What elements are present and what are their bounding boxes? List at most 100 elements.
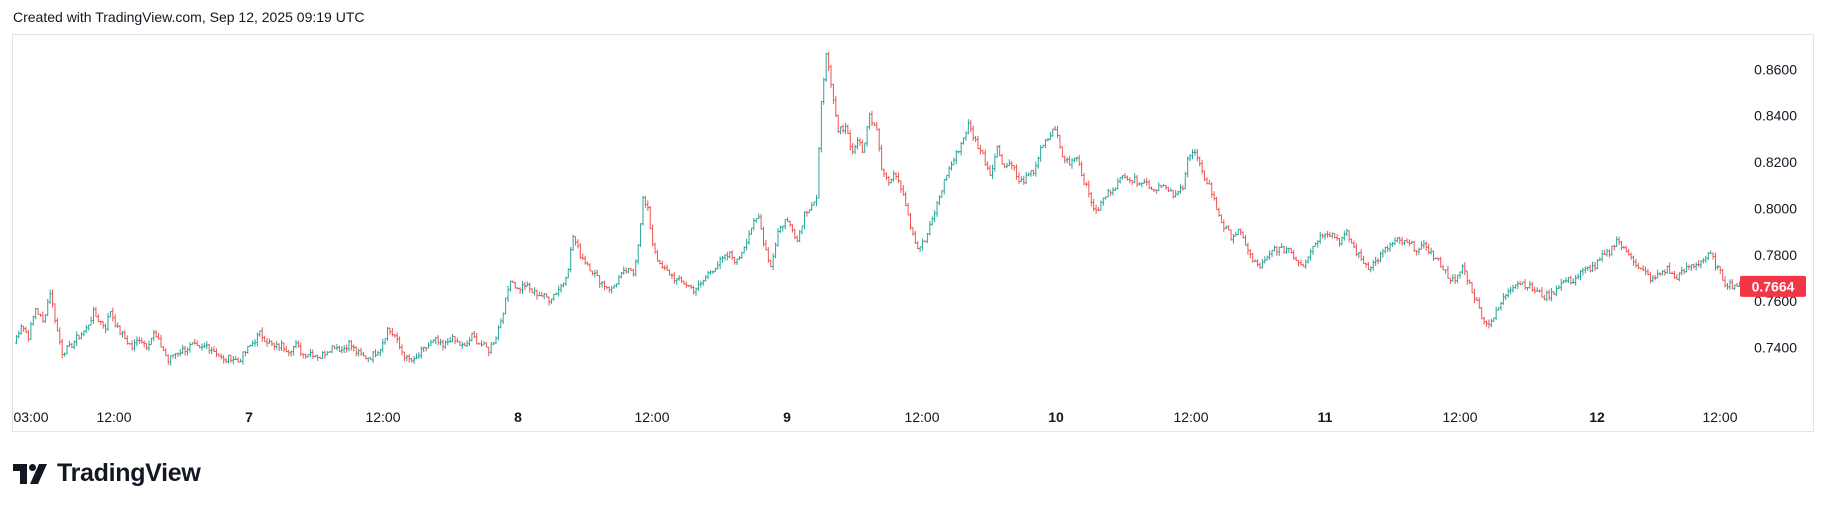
ohlc-bar (1196, 149, 1199, 162)
ohlc-bar (1227, 225, 1230, 231)
ohlc-bar (1468, 279, 1471, 285)
ohlc-bar (743, 246, 746, 254)
ohlc-bar (222, 354, 225, 364)
ohlc-bar (1217, 207, 1221, 217)
ohlc-bar (1140, 182, 1144, 188)
ohlc-bar (733, 256, 736, 265)
ohlc-bar (434, 336, 437, 345)
ohlc-bar (432, 339, 435, 343)
price-chart[interactable]: 0.8600 0.8400 0.8200 0.8000 0.7800 0.7600 0.74… (0, 0, 1826, 440)
time-tick-label: 10 (1048, 409, 1064, 425)
ohlc-bar (364, 355, 368, 360)
ohlc-bar (617, 275, 621, 285)
ohlc-bar (1567, 276, 1570, 283)
ohlc-bar (1147, 179, 1151, 189)
ohlc-bar (1034, 161, 1038, 177)
ohlc-bar (1232, 233, 1235, 244)
ohlc-bar (1388, 242, 1392, 252)
ohlc-bar (101, 321, 105, 329)
time-axis: 03:00 12:00 7 12:00 8 12:00 9 12:00 10 12:00 11 12:… (13, 409, 1737, 425)
ohlc-bar (786, 217, 789, 222)
ohlc-bar (1109, 190, 1112, 197)
ohlc-bar (1106, 188, 1110, 198)
ohlc-bar (258, 330, 262, 337)
ohlc-bar (808, 209, 811, 214)
ohlc-bar (61, 338, 64, 359)
ohlc-bar (477, 342, 481, 345)
ohlc-bar (887, 175, 891, 186)
ohlc-bar (130, 340, 134, 351)
price-axis: 0.8600 0.8400 0.8200 0.8000 0.7800 0.7600 0.74… (1754, 61, 1797, 355)
ohlc-bar (1466, 270, 1469, 285)
ohlc-bar (1357, 251, 1360, 259)
ohlc-bar (812, 201, 816, 206)
ohlc-bar (658, 259, 662, 265)
ohlc-bar (1400, 236, 1404, 246)
ohlc-bar (1663, 269, 1667, 276)
ohlc-bar (1646, 268, 1650, 276)
ohlc-bar (39, 313, 42, 317)
ohlc-bar (1188, 154, 1192, 162)
ohlc-bar (1225, 225, 1228, 230)
ohlc-bar (1543, 294, 1546, 301)
ohlc-bar (690, 284, 693, 289)
ohlc-bar (1608, 249, 1611, 258)
ohlc-bar (58, 327, 61, 345)
ohlc-bar (1372, 260, 1375, 271)
ohlc-bar (1338, 238, 1341, 247)
ohlc-bar (803, 211, 806, 230)
ohlc-bar (36, 308, 40, 315)
ohlc-bar (1731, 279, 1734, 290)
ohlc-bar (1355, 243, 1358, 257)
ohlc-bar (1246, 242, 1250, 255)
ohlc-bar (629, 267, 633, 272)
ohlc-bar (449, 337, 452, 343)
ohlc-bar (116, 322, 119, 329)
tradingview-logo[interactable]: TradingView (13, 459, 201, 488)
ohlc-bar (208, 343, 211, 354)
ohlc-bar (750, 227, 753, 235)
ohlc-bar (861, 139, 864, 154)
ohlc-bar (1413, 240, 1416, 253)
ohlc-bar (236, 357, 240, 363)
ohlc-bar (212, 346, 216, 353)
ohlc-bar (1020, 176, 1023, 183)
ohlc-bar (1208, 179, 1211, 185)
ohlc-bar (1615, 236, 1618, 248)
ohlc-bar (1569, 275, 1573, 285)
ohlc-bar (22, 325, 25, 332)
price-tick-label: 0.7800 (1754, 247, 1797, 263)
time-tick-label: 8 (514, 409, 522, 425)
price-tick-label: 0.8000 (1754, 200, 1797, 216)
ohlc-bar (410, 357, 413, 363)
ohlc-bar (1504, 293, 1507, 301)
ohlc-bar (1528, 280, 1532, 289)
ohlc-bar (540, 291, 543, 297)
ohlc-bar (902, 185, 905, 196)
ohlc-bar (422, 346, 425, 352)
ohlc-bar (256, 332, 259, 347)
ohlc-bar (1707, 251, 1710, 261)
ohlc-bar (740, 252, 744, 259)
ohlc-bar (1282, 245, 1286, 254)
last-price-label-bg (1740, 275, 1806, 297)
ohlc-bar (1641, 265, 1645, 272)
ohlc-bar (1319, 232, 1322, 245)
ohlc-bar (506, 285, 510, 303)
ohlc-bar (362, 351, 365, 357)
ohlc-bar (511, 280, 515, 284)
ohlc-bar (1027, 172, 1030, 177)
ohlc-bar (342, 345, 346, 354)
ohlc-bar (639, 223, 642, 247)
time-tick-label: 12:00 (365, 409, 400, 425)
ohlc-bar (128, 342, 131, 345)
ohlc-bar (1046, 137, 1050, 142)
ohlc-bar (1538, 289, 1541, 293)
ohlc-bar (1222, 219, 1226, 233)
ohlc-bar (1261, 258, 1264, 269)
ohlc-bar (1176, 190, 1180, 196)
ohlc-bar (1475, 296, 1479, 302)
ohlc-bar (955, 150, 958, 165)
ohlc-bar (1617, 236, 1621, 246)
ohlc-bar (952, 157, 956, 166)
